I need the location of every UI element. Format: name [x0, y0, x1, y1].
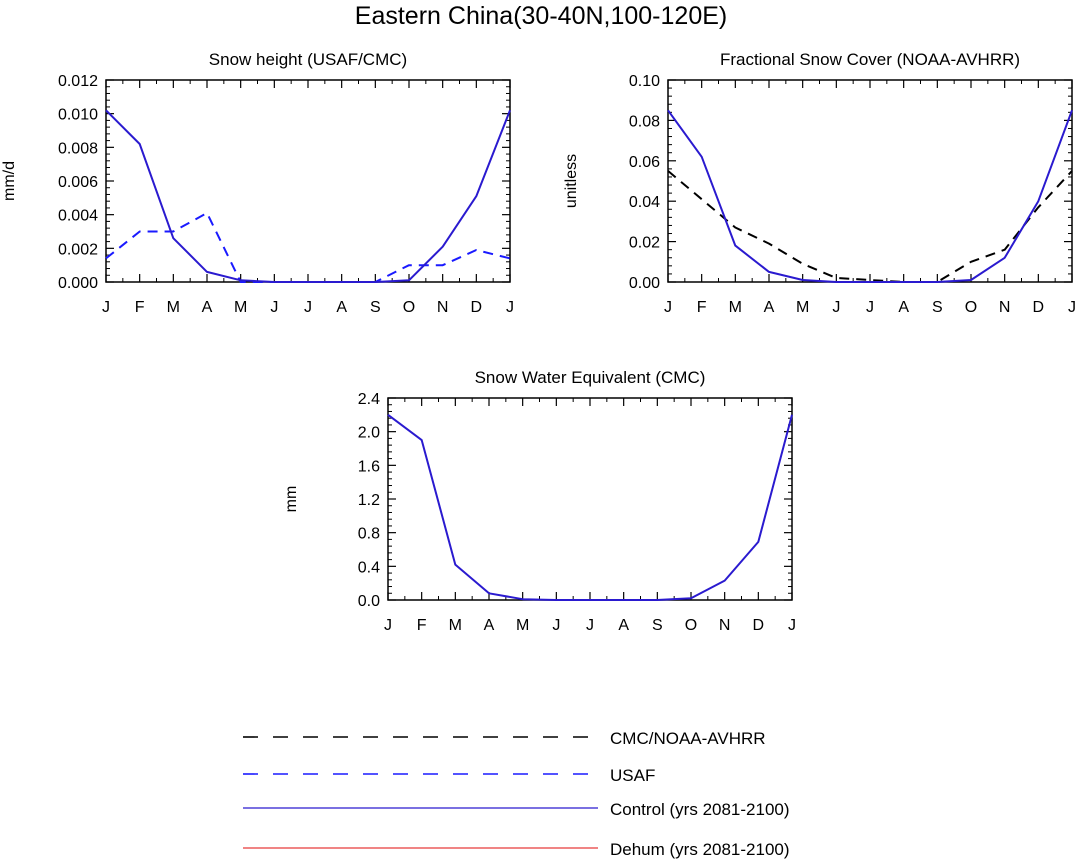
series-line-usaf [105, 212, 511, 283]
series-line-control-yrs-2081-2100 [105, 109, 511, 283]
x-tick-label: A [484, 617, 495, 634]
x-tick-label: J [586, 617, 594, 634]
legend-item: Control (yrs 2081-2100) [243, 800, 790, 819]
y-tick-label: 0.000 [58, 275, 98, 292]
y-tick-label: 0.08 [629, 113, 660, 130]
y-tick-label: 0.006 [58, 174, 98, 191]
y-tick-label: 0.00 [629, 275, 660, 292]
y-tick-label: 1.6 [358, 458, 380, 475]
x-tick-label: M [516, 617, 529, 634]
legend-label: USAF [610, 766, 655, 785]
x-tick-label: A [202, 299, 213, 316]
series-line-cmc-noaa-avhrr [667, 170, 1073, 283]
x-tick-label: F [697, 299, 707, 316]
chart-panel-3: Snow Water Equivalent (CMC) mm J F M A M J J A S O N… [283, 368, 796, 634]
x-tick-label: S [932, 299, 943, 316]
legend-item: USAF [243, 766, 655, 785]
x-tick-label: O [403, 299, 415, 316]
plot-frame [387, 397, 793, 601]
y-tick-label: 0.002 [58, 241, 98, 258]
y-tick-label: 0.0 [358, 593, 380, 610]
panel-title: Fractional Snow Cover (NOAA-AVHRR) [720, 50, 1020, 69]
x-tick-label: J [1068, 299, 1076, 316]
x-tick-label: J [102, 299, 110, 316]
y-tick-label: 0.004 [58, 208, 98, 225]
chart-panel-2: Fractional Snow Cover (NOAA-AVHRR) unitle… [563, 50, 1076, 316]
panel-title: Snow height (USAF/CMC) [209, 50, 407, 69]
x-tick-label: M [729, 299, 742, 316]
y-tick-label: 1.2 [358, 492, 380, 509]
y-axis-label: mm/d [1, 161, 18, 201]
x-tick-label: J [664, 299, 672, 316]
y-tick-label: 0.10 [629, 73, 660, 90]
series-line-control-yrs-2081-2100 [667, 109, 1073, 283]
y-tick-label: 0.4 [358, 559, 380, 576]
legend-item: Dehum (yrs 2081-2100) [243, 840, 790, 859]
series-line-control-yrs-2081-2100 [387, 414, 793, 601]
x-tick-label: D [1033, 299, 1045, 316]
y-tick-label: 0.010 [58, 107, 98, 124]
y-axis-label: unitless [563, 154, 580, 208]
x-tick-label: O [965, 299, 977, 316]
legend-label: Control (yrs 2081-2100) [610, 800, 790, 819]
plot-frame [667, 79, 1073, 283]
legend-label: CMC/NOAA-AVHRR [610, 729, 766, 748]
y-tick-label: 0.8 [358, 526, 380, 543]
figure-title: Eastern China(30-40N,100-120E) [355, 2, 727, 30]
x-tick-label: O [685, 617, 697, 634]
legend: CMC/NOAA-AVHRR USAF Control (yrs 2081-2100… [243, 729, 790, 859]
y-tick-label: 0.06 [629, 154, 660, 171]
panel-title: Snow Water Equivalent (CMC) [475, 368, 706, 387]
panels: Snow height (USAF/CMC)mm/dJ F M A M J J A S O N D J0… [1, 50, 1076, 634]
chart-panel-1: Snow height (USAF/CMC)mm/dJ F M A M J J A S O N D J0… [1, 50, 514, 316]
x-tick-label: M [167, 299, 180, 316]
y-tick-label: 0.02 [629, 235, 660, 252]
x-tick-label: N [999, 299, 1011, 316]
x-tick-label: J [270, 299, 278, 316]
x-tick-label: D [753, 617, 765, 634]
y-tick-label: 2.4 [358, 391, 380, 408]
x-tick-label: A [618, 617, 629, 634]
x-tick-label: D [471, 299, 483, 316]
x-tick-label: N [719, 617, 731, 634]
plot-frame [105, 79, 511, 283]
y-tick-label: 0.04 [629, 194, 660, 211]
y-tick-label: 0.012 [58, 73, 98, 90]
x-tick-label: J [866, 299, 874, 316]
x-tick-label: J [788, 617, 796, 634]
x-tick-label: J [552, 617, 560, 634]
x-tick-label: J [832, 299, 840, 316]
x-tick-label: J [304, 299, 312, 316]
x-tick-label: J [384, 617, 392, 634]
x-tick-label: F [417, 617, 427, 634]
x-tick-label: F [135, 299, 145, 316]
x-tick-label: M [796, 299, 809, 316]
x-tick-label: A [898, 299, 909, 316]
x-tick-label: J [506, 299, 514, 316]
legend-label: Dehum (yrs 2081-2100) [610, 840, 790, 859]
x-tick-label: A [764, 299, 775, 316]
x-tick-label: M [449, 617, 462, 634]
y-tick-label: 0.008 [58, 140, 98, 157]
x-tick-label: M [234, 299, 247, 316]
x-tick-label: A [336, 299, 347, 316]
x-tick-label: S [652, 617, 663, 634]
x-tick-label: N [437, 299, 449, 316]
y-axis-label: mm [283, 486, 300, 513]
x-tick-label: S [370, 299, 381, 316]
y-tick-label: 2.0 [358, 425, 380, 442]
legend-item: CMC/NOAA-AVHRR [243, 729, 766, 748]
